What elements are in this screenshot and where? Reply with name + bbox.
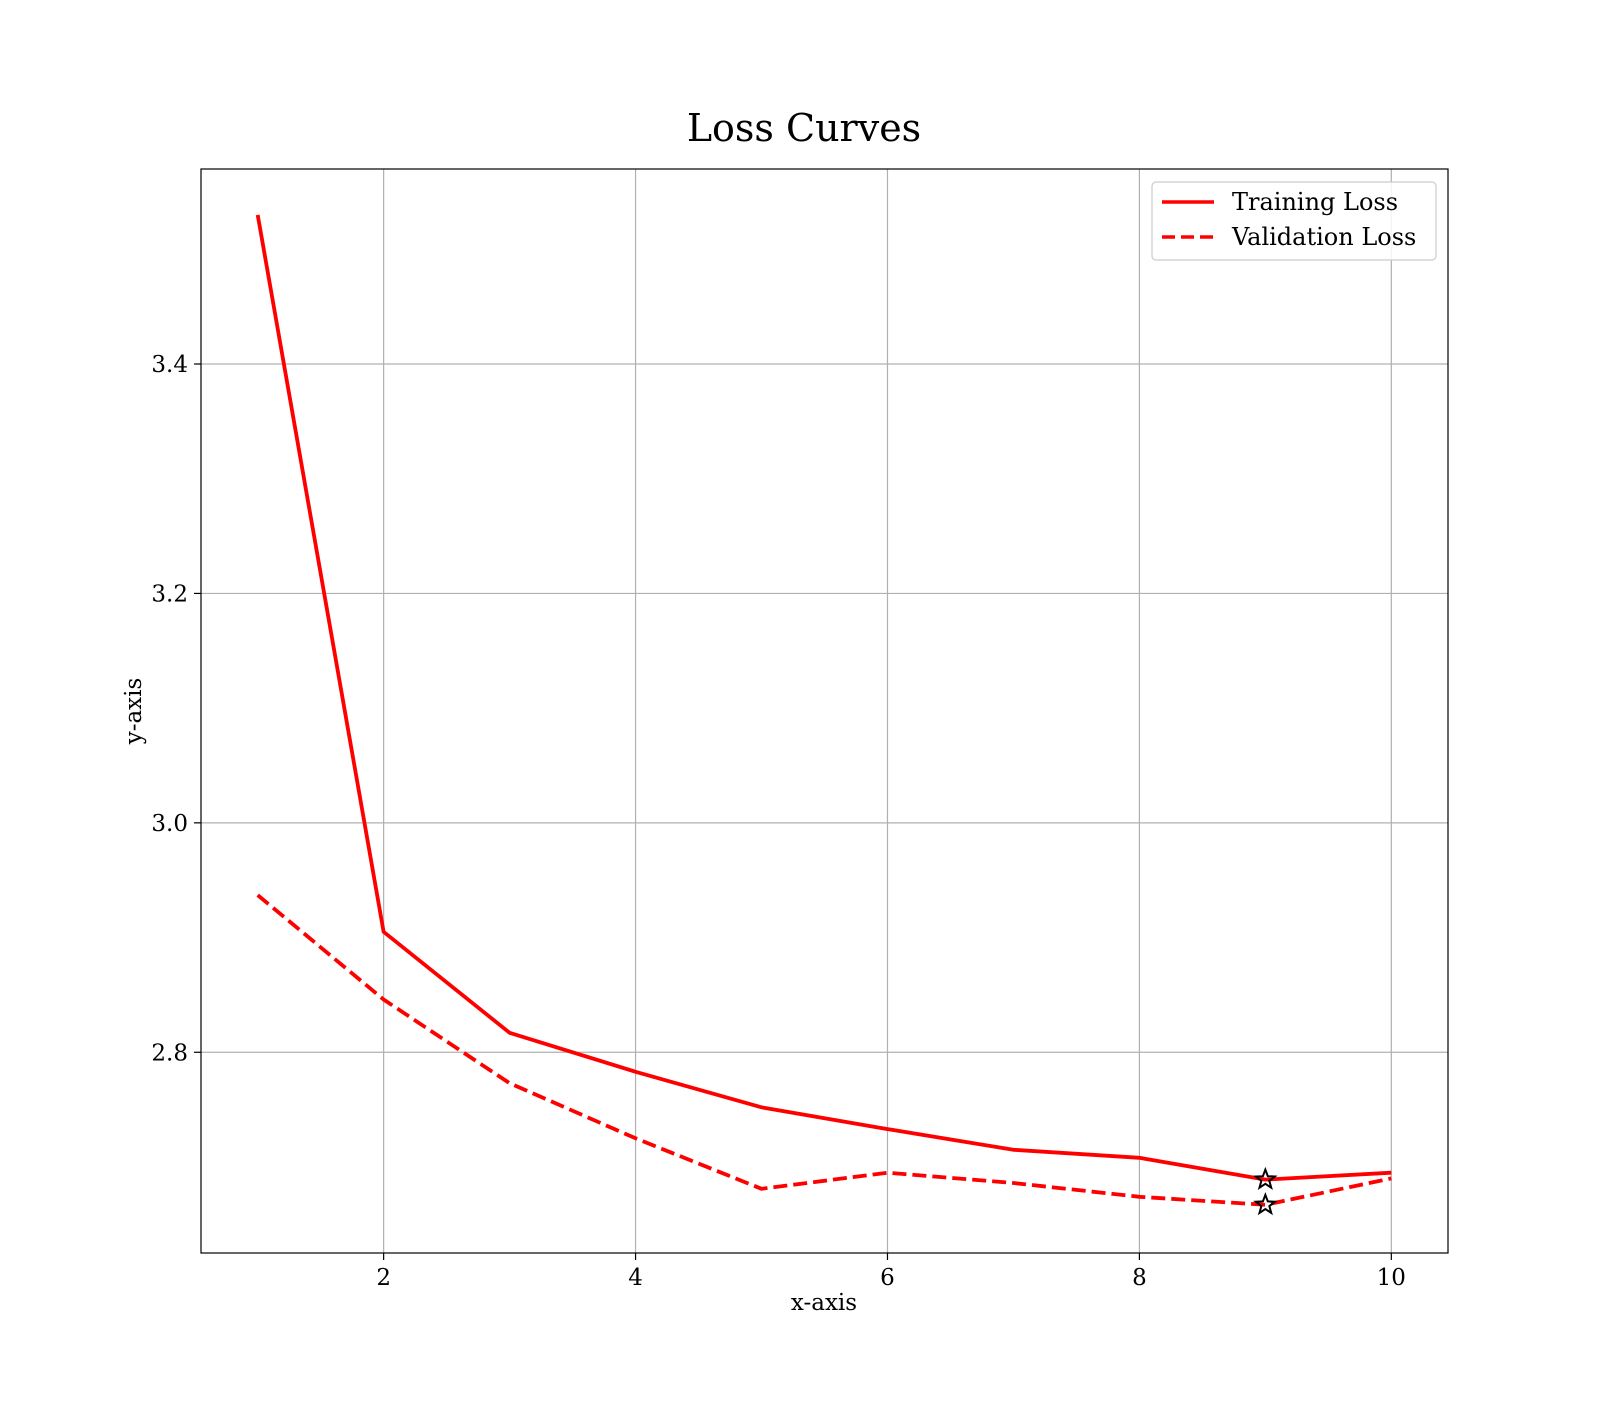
- grid-lines: [201, 169, 1448, 1253]
- series-lines: [255, 214, 1392, 1207]
- y-tick-label: 3.4: [151, 352, 188, 378]
- legend-training-label: Training Loss: [1232, 188, 1398, 216]
- x-tick-label: 4: [628, 1265, 643, 1291]
- training-loss-line: [255, 214, 1392, 1182]
- axis-ticks: 2 4 6 8 10 2.8 3.0 3.2 3.4: [151, 352, 1406, 1291]
- y-axis-label: y-axis: [121, 678, 147, 746]
- validation-loss-line: [256, 893, 1392, 1207]
- plot-area-frame: [200, 168, 1449, 1254]
- y-tick-label: 3.0: [151, 811, 188, 837]
- x-tick-label: 10: [1377, 1265, 1406, 1291]
- chart-title: Loss Curves: [687, 106, 921, 150]
- star-marker-1: [1253, 1191, 1278, 1216]
- legend-box: [1151, 181, 1437, 261]
- x-tick-label: 8: [1132, 1265, 1147, 1291]
- legend: Training Loss Validation Loss: [1151, 181, 1437, 261]
- y-tick-label: 2.8: [151, 1040, 188, 1066]
- star-marker-0: [1253, 1166, 1278, 1190]
- x-tick-label: 2: [376, 1265, 391, 1291]
- y-tick-label: 3.2: [151, 581, 188, 607]
- x-tick-label: 6: [880, 1265, 895, 1291]
- marker-points: [1253, 1166, 1278, 1216]
- legend-validation-label: Validation Loss: [1231, 223, 1416, 251]
- x-axis-label: x-axis: [791, 1290, 857, 1316]
